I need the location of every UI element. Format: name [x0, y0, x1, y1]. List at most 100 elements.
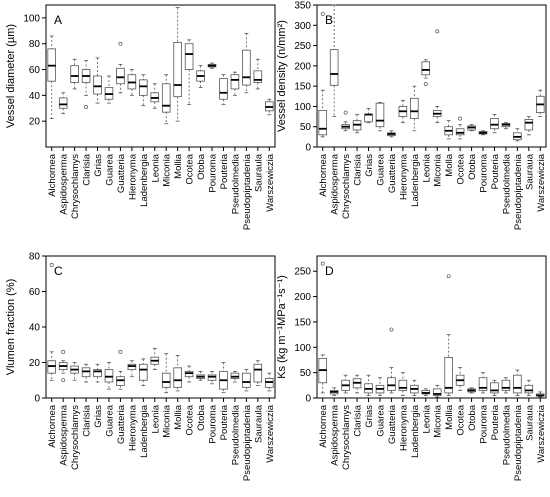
box-iqr — [253, 70, 263, 83]
box-iqr — [184, 43, 194, 70]
box-0: Alchornea — [47, 35, 58, 197]
box-5: Guarea — [375, 101, 386, 186]
x-tick-label: Warszewiczia — [265, 404, 276, 462]
y-tick-label: 0 — [305, 143, 311, 154]
panel-C: C 0 20 40 60 80 Vlumen fraction (%) Alchornea As… — [5, 252, 276, 482]
box-11: Molla — [444, 120, 455, 177]
x-tick-label: Hieronyma — [398, 404, 409, 451]
box-1: Aspidosperma — [59, 92, 70, 215]
outlier-point — [458, 116, 463, 121]
panel-letter: D — [325, 264, 334, 278]
box-4: Grias — [364, 108, 375, 177]
x-tick-label: Hieronyma — [127, 153, 138, 200]
box-iqr — [329, 49, 339, 86]
y-tick-label: 20 — [29, 117, 41, 128]
box-3: Clarisia — [353, 374, 364, 437]
box-18: Sauraua — [524, 379, 535, 441]
x-tick-label: Grias — [364, 405, 375, 428]
panel-letter: C — [54, 264, 63, 278]
x-tick-label: Grias — [93, 154, 104, 177]
x-tick-label: Otoba — [467, 404, 478, 431]
x-tick-label: Guarea — [375, 153, 386, 185]
box-8: Ladenbergia — [139, 74, 150, 207]
box-7: Hieronyma — [127, 360, 138, 451]
box-iqr — [375, 102, 385, 128]
box-iqr — [173, 42, 182, 98]
x-tick-label: Ocotea — [185, 153, 196, 184]
box-iqr — [230, 74, 240, 90]
x-tick-label: Pseudopiptadenia — [513, 153, 524, 230]
y-axis-label: Vessel diameter (µm) — [5, 24, 17, 128]
x-tick-label: Hieronyma — [127, 404, 138, 451]
outlier-point — [320, 11, 325, 16]
x-tick-label: Otoba — [196, 404, 207, 431]
x-tick-label: Pseudopiptadenia — [242, 153, 253, 230]
box-6: Guatteria — [387, 130, 398, 193]
box-12: Ocotea — [456, 367, 467, 436]
y-tick-label: 50 — [300, 122, 312, 133]
box-iqr — [219, 78, 228, 100]
box-3: Clarisia — [82, 60, 93, 186]
x-tick-label: Ocotea — [456, 153, 467, 184]
box-iqr — [93, 75, 102, 95]
box-iqr — [139, 363, 148, 381]
x-tick-label: Pseudolmedia — [230, 153, 241, 214]
box-17: Pseudopiptadenia — [242, 369, 253, 481]
box-16: Pseudolmedia — [501, 377, 512, 465]
y-tick-label: 350 — [294, 1, 311, 12]
x-tick-label: Ladenbergia — [410, 153, 421, 207]
box-8: Ladenbergia — [410, 85, 421, 207]
box-18: Sauraula — [253, 360, 264, 443]
x-tick-label: Pouteria — [219, 153, 230, 189]
x-tick-label: Miconia — [433, 404, 444, 437]
y-tick-label: 80 — [29, 252, 41, 263]
box-iqr — [501, 379, 511, 391]
x-tick-label: Leonia — [421, 153, 432, 182]
y-tick-label: 20 — [29, 358, 41, 369]
x-tick-label: Pseudolmedia — [501, 153, 512, 214]
y-tick-label: 40 — [29, 323, 41, 334]
x-tick-label: Hieronyma — [398, 153, 409, 200]
box-iqr — [513, 374, 522, 394]
outlier-point — [49, 262, 54, 267]
y-tick-label: 100 — [294, 102, 311, 113]
outlier-point — [423, 82, 428, 87]
box-14: Pouroma — [208, 370, 219, 444]
x-tick-label: Pouteria — [490, 404, 501, 440]
x-tick-label: Ladenbergia — [139, 404, 150, 458]
outlier-point — [320, 261, 325, 266]
box-7: Hieronyma — [127, 69, 138, 200]
box-19: Warszewiczia — [265, 372, 276, 463]
outlier-point — [61, 378, 66, 383]
box-13: Otoba — [196, 370, 207, 431]
box-iqr — [242, 372, 251, 388]
panel-A: A 20 40 60 80 100 Vessel diameter (µm) Alchorne… — [5, 4, 276, 230]
x-tick-label: Aspidosperma — [330, 404, 341, 465]
box-iqr — [161, 83, 171, 113]
x-tick-label: Warszewiczia — [536, 404, 547, 462]
box-4: Grias — [93, 363, 104, 428]
box-iqr — [116, 67, 125, 85]
panel-D: D 0 50 100 150 200 250 Ks (kg m⁻¹MPa⁻¹s⁻¹) Alcho… — [276, 255, 547, 481]
box-2: Chrysochlamys — [70, 362, 81, 470]
box-iqr — [161, 372, 171, 388]
box-19: Warszewiczia — [265, 98, 276, 212]
x-tick-label: Clarisia — [353, 153, 364, 185]
box-6: Guatteria — [116, 349, 127, 444]
x-tick-label: Sauraula — [253, 404, 264, 443]
outlier-point — [389, 327, 394, 332]
x-tick-label: Alchornea — [318, 153, 329, 196]
box-12: Ocotea — [184, 39, 196, 185]
box-14: Pouroma — [479, 372, 490, 444]
box-iqr — [490, 118, 499, 130]
x-tick-label: Miconia — [162, 404, 173, 437]
box-1: Aspidosperma — [330, 387, 341, 466]
box-17: Pseudopiptadenia — [242, 33, 253, 230]
box-11: Mollia — [444, 274, 455, 430]
box-12: Ocotea — [456, 116, 467, 185]
box-12: Ocotea — [185, 365, 196, 436]
box-iqr — [444, 357, 453, 394]
outlier-point — [84, 105, 89, 109]
box-iqr — [432, 388, 442, 396]
